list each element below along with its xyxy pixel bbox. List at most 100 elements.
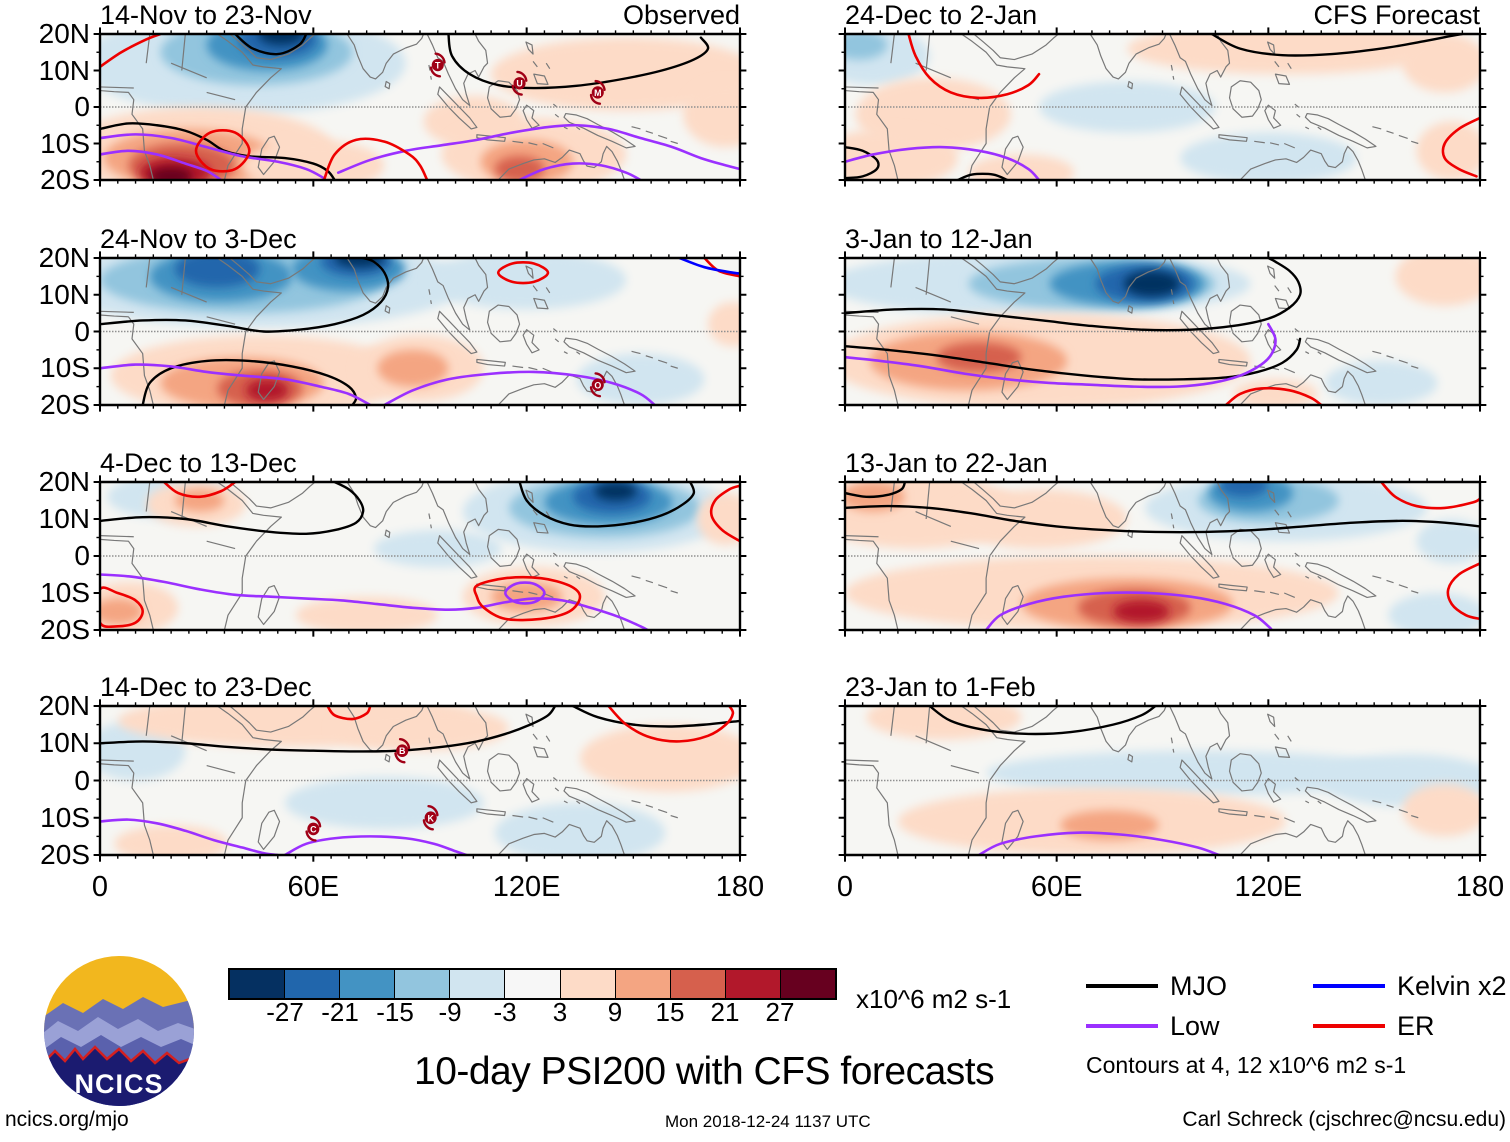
colorbar-tick-label: 21 [710, 997, 740, 1027]
panel-title-24-nov-to-3-dec: 24-Nov to 3-Dec [100, 224, 297, 254]
coastlines [100, 34, 678, 180]
svg-text:K: K [427, 813, 434, 823]
y-tick-label-20n: 20N [38, 466, 90, 497]
tropical-cyclone-icon-U: U [513, 72, 527, 95]
panel-title-23-jan-to-1-feb: 23-Jan to 1-Feb [845, 672, 1036, 702]
svg-text:C: C [310, 824, 317, 834]
panel-title-13-jan-to-22-jan: 13-Jan to 22-Jan [845, 448, 1048, 478]
colorbar-tick-label: -15 [376, 997, 414, 1027]
tropical-cyclone-icon-O: O [591, 373, 605, 396]
svg-text:B: B [399, 746, 406, 756]
svg-text:U: U [516, 79, 522, 89]
map-canvas-24-dec-to-2-jan [845, 34, 1480, 180]
tropical-cyclone-icon-M: M [591, 81, 605, 104]
colorbar-segment-7 [615, 970, 671, 998]
y-tick-label-0: 0 [74, 315, 90, 347]
column-label-observed: Observed [622, 0, 740, 30]
y-tick-label-10n: 10N [38, 54, 90, 86]
x-tick-label-180: 180 [1455, 871, 1505, 903]
legend-label-kelvin-x2: Kelvin x2 [1397, 971, 1507, 1001]
colorbar-unit-label: x10^6 m2 s-1 [856, 984, 1012, 1014]
colorbar-segment-2 [340, 970, 396, 998]
svg-text:O: O [594, 380, 601, 390]
x-tick-label-60e: 60E [287, 871, 340, 903]
colorbar-segment-0 [230, 970, 286, 998]
y-tick-label-10n: 10N [38, 503, 90, 534]
colorbar-segment-5 [505, 970, 561, 998]
coastlines [845, 706, 1418, 855]
colorbar-tick-label: 15 [655, 997, 685, 1027]
logo-text: NCICS [74, 1069, 163, 1099]
colorbar-segment-4 [450, 970, 506, 998]
map-canvas-14-dec-to-23-dec: B C K [100, 706, 740, 855]
x-tick-label-120e: 120E [492, 871, 561, 903]
coastlines [100, 482, 678, 630]
colorbar-tick-label: 9 [607, 997, 623, 1027]
panel-title-3-jan-to-12-jan: 3-Jan to 12-Jan [845, 224, 1033, 254]
y-tick-label-10s: 10S [40, 577, 90, 608]
y-tick-label-10s: 10S [40, 352, 90, 384]
footer-credit: Carl Schreck (cjschrec@ncsu.edu) [1182, 1108, 1506, 1131]
svg-text:M: M [594, 88, 601, 98]
panel-title-24-dec-to-2-jan: 24-Dec to 2-Jan [845, 0, 1038, 30]
y-tick-label-20s: 20S [40, 839, 90, 870]
colorbar-tick-label: 27 [765, 997, 795, 1027]
column-label-cfs-forecast: CFS Forecast [1313, 0, 1480, 30]
y-tick-label-20n: 20N [38, 242, 90, 273]
legend-line-er [1313, 1024, 1385, 1028]
colorbar-tick-label: -3 [493, 997, 517, 1027]
panel-title-14-dec-to-23-dec: 14-Dec to 23-Dec [100, 672, 312, 702]
colorbar-tick-label: -9 [438, 997, 462, 1027]
colorbar-tick-label: 3 [552, 997, 568, 1027]
footer-url: ncics.org/mjo [5, 1108, 129, 1131]
colorbar-segment-1 [285, 970, 341, 998]
map-canvas-14-nov-to-23-nov: T U M [100, 34, 740, 180]
colorbar-tick-label: -21 [321, 997, 359, 1027]
legend-label-low: Low [1170, 1011, 1220, 1041]
colorbar-segment-8 [670, 970, 726, 998]
figure-title: 10-day PSI200 with CFS forecasts [414, 1050, 995, 1093]
y-tick-label-10s: 10S [40, 801, 90, 833]
y-tick-label-0: 0 [74, 764, 90, 796]
colorbar-segment-9 [725, 970, 781, 998]
legend-line-low [1086, 1024, 1158, 1028]
coastlines [100, 706, 678, 855]
colorbar-segment-6 [560, 970, 616, 998]
ncics-logo: NCICS [44, 956, 194, 1106]
x-tick-label-60e: 60E [1030, 871, 1083, 903]
y-tick-label-10s: 10S [40, 127, 90, 159]
tropical-cyclone-icon-B: B [395, 739, 409, 762]
footer-timestamp: Mon 2018-12-24 1137 UTC [665, 1112, 871, 1131]
tropical-cyclone-icon-K: K [424, 806, 438, 829]
svg-text:T: T [435, 60, 441, 70]
y-tick-label-20s: 20S [40, 389, 90, 420]
x-tick-label-0: 0 [91, 871, 109, 903]
y-tick-label-10n: 10N [38, 278, 90, 310]
legend-line-kelvin-x2 [1313, 984, 1385, 988]
colorbar-segment-10 [780, 970, 836, 998]
map-canvas-13-jan-to-22-jan [845, 482, 1480, 630]
map-canvas-24-nov-to-3-dec: O [100, 258, 740, 405]
map-canvas-4-dec-to-13-dec [100, 482, 740, 630]
x-tick-label-0: 0 [836, 871, 854, 903]
x-tick-label-120e: 120E [1234, 871, 1303, 903]
colorbar-tick-label: -27 [266, 997, 304, 1027]
legend-line-mjo [1086, 984, 1158, 988]
y-tick-label-20n: 20N [38, 690, 90, 721]
y-tick-label-20s: 20S [40, 164, 90, 195]
tropical-cyclone-icon-T: T [431, 54, 445, 77]
x-tick-label-180: 180 [715, 871, 765, 903]
map-canvas-3-jan-to-12-jan [845, 258, 1480, 405]
panel-title-14-nov-to-23-nov: 14-Nov to 23-Nov [100, 0, 312, 30]
legend-label-er: ER [1397, 1011, 1435, 1041]
map-canvas-23-jan-to-1-feb [845, 706, 1480, 855]
y-tick-label-20n: 20N [38, 18, 90, 49]
colorbar-segment-3 [395, 970, 451, 998]
y-tick-label-0: 0 [74, 540, 90, 571]
legend-label-mjo: MJO [1170, 971, 1227, 1001]
colorbar [228, 968, 837, 1000]
coastlines [100, 258, 678, 405]
panel-title-4-dec-to-13-dec: 4-Dec to 13-Dec [100, 448, 297, 478]
y-tick-label-0: 0 [74, 91, 90, 122]
y-tick-label-20s: 20S [40, 614, 90, 645]
